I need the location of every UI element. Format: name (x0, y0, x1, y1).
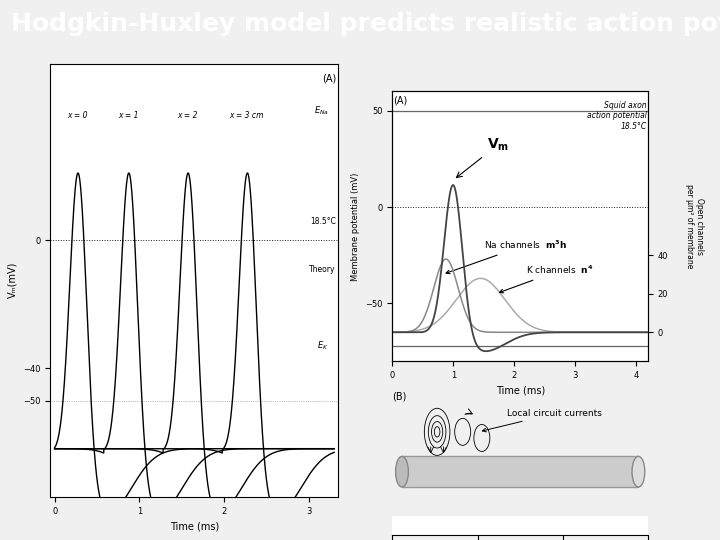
Text: $E_K$: $E_K$ (317, 340, 328, 352)
Text: x = 0: x = 0 (67, 111, 88, 120)
Text: x = 1: x = 1 (118, 111, 138, 120)
Text: Local circuit currents: Local circuit currents (482, 409, 603, 432)
Text: x = 2: x = 2 (177, 111, 198, 120)
Text: $E_{Na}$: $E_{Na}$ (314, 104, 328, 117)
Y-axis label: Open channels
per μm² of membrane: Open channels per μm² of membrane (685, 184, 704, 268)
Text: Hodgkin-Huxley model predicts realistic action potentials: Hodgkin-Huxley model predicts realistic … (11, 12, 720, 36)
Text: 18.5°C: 18.5°C (310, 217, 336, 226)
Text: Theory: Theory (310, 265, 336, 274)
X-axis label: Time (ms): Time (ms) (495, 386, 545, 395)
Text: K channels  $\mathbf{n^4}$: K channels $\mathbf{n^4}$ (500, 264, 594, 293)
Y-axis label: Vₘ(mV): Vₘ(mV) (8, 262, 17, 299)
Text: Na channels  $\mathbf{m^3h}$: Na channels $\mathbf{m^3h}$ (446, 239, 567, 274)
Text: x = 3 cm: x = 3 cm (230, 111, 264, 120)
Y-axis label: Membrane potential (mV): Membrane potential (mV) (351, 172, 359, 280)
Ellipse shape (632, 456, 645, 487)
Text: (A): (A) (323, 73, 337, 83)
Bar (402, 456, 639, 487)
Text: Squid axon
action potential
18.5°C: Squid axon action potential 18.5°C (587, 101, 647, 131)
Text: (B): (B) (392, 392, 407, 401)
Ellipse shape (395, 456, 408, 487)
Text: $\mathbf{V_m}$: $\mathbf{V_m}$ (456, 137, 509, 178)
Text: (A): (A) (394, 95, 408, 105)
X-axis label: Time (ms): Time (ms) (170, 521, 219, 531)
